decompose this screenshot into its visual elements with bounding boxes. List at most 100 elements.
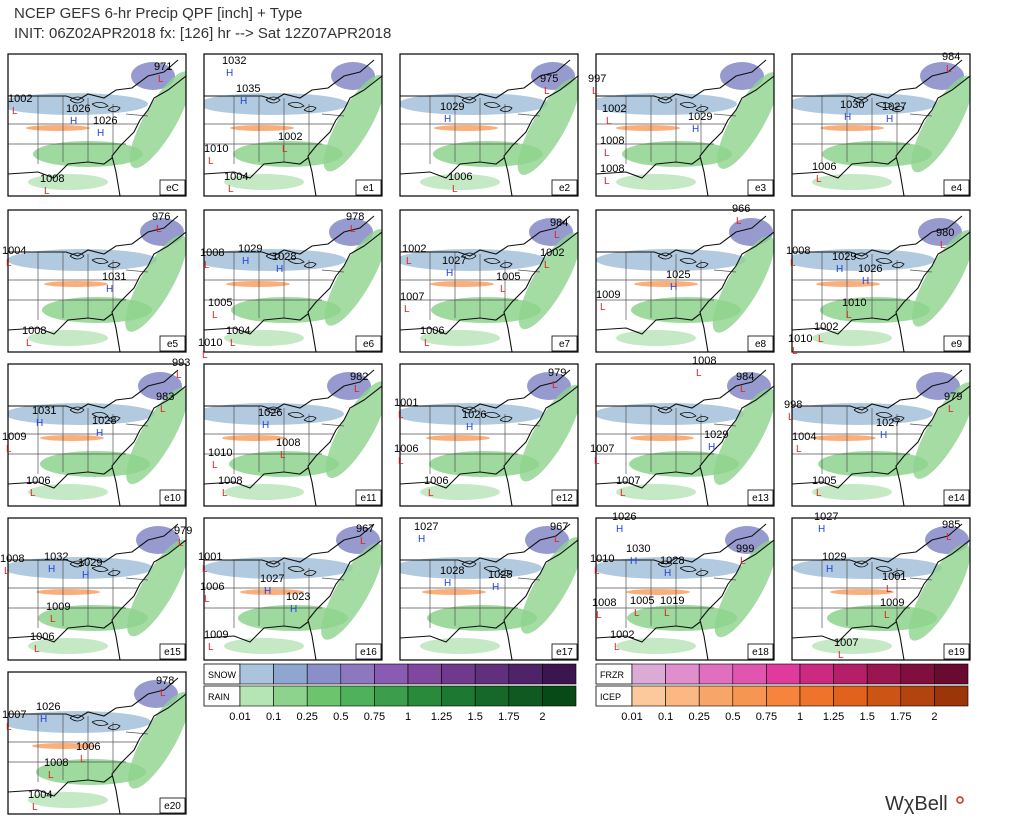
precip-rain [627, 605, 737, 631]
subtitle: INIT: 06Z02APR2018 fx: [126] hr --> Sat … [14, 25, 391, 42]
pressure-center: L [222, 488, 228, 499]
pressure-center: H [276, 264, 283, 275]
borders [400, 523, 578, 660]
precip-ice [240, 589, 304, 595]
pressure-value: 1010 [590, 553, 614, 565]
pressure-value: 1029 [440, 101, 464, 113]
lakes [265, 560, 317, 576]
pressure-center: L [360, 536, 366, 547]
pressure-center: H [664, 568, 671, 579]
pressure-value: 1005 [496, 271, 520, 283]
pressure-center: L [620, 488, 626, 499]
legend-tick: 1.5 [468, 711, 483, 723]
state-lines [596, 406, 737, 474]
pressure-center: L [44, 186, 50, 197]
pressure-center: L [208, 642, 214, 653]
map-frame [203, 363, 383, 507]
lakes [69, 560, 121, 576]
pressure-value: 975 [540, 73, 558, 85]
state-lines [204, 252, 345, 320]
pressure-center: H [886, 114, 893, 125]
precip-snow [596, 557, 742, 579]
map-frame [203, 209, 383, 353]
precip-rain [40, 451, 150, 477]
pressure-value: 1007 [590, 443, 614, 455]
precip-snow [792, 93, 937, 115]
precip-snow [596, 93, 737, 115]
pressure-center: L [696, 368, 702, 379]
legend-swatch [340, 663, 375, 685]
pressure-value: 1007 [400, 291, 424, 303]
map [596, 518, 774, 660]
precip-rain [224, 638, 304, 654]
member-label-box [355, 643, 382, 660]
precip-rain [622, 141, 732, 167]
pressure-value: 1026 [93, 115, 117, 127]
precip-rain [126, 387, 186, 485]
pressure-value: 1002 [278, 131, 302, 143]
legend-label: RAIN [208, 692, 230, 702]
pressure-value: 1029 [704, 429, 728, 441]
pressure-center: L [80, 754, 86, 765]
legend-swatch [374, 685, 409, 707]
state-lines [792, 560, 933, 628]
member-label: e1 [363, 183, 375, 194]
legend-label: ICEP [600, 692, 621, 702]
legend-swatch [239, 685, 274, 707]
title: NCEP GEFS 6-hr Precip QPF [inch] + Type [14, 5, 302, 22]
precip-rain [616, 638, 696, 654]
legend-swatch [407, 663, 442, 685]
pressure-value: 1006 [26, 475, 50, 487]
member-label: e19 [948, 647, 965, 658]
pressure-value: 1006 [200, 581, 224, 593]
pressure-center: H [670, 282, 677, 293]
borders [204, 369, 382, 506]
precip-rain [520, 537, 578, 634]
pressure-center: H [708, 442, 715, 453]
map [8, 672, 186, 814]
pressure-center: H [444, 114, 451, 125]
borders [400, 369, 578, 506]
member-label: e18 [752, 647, 769, 658]
pressure-center: L [282, 144, 288, 155]
precip-rain [224, 330, 304, 346]
precip-snow [400, 249, 546, 271]
state-lines [792, 406, 933, 474]
pressure-center: L [886, 584, 892, 595]
pressure-center: L [594, 566, 600, 577]
precip-rain [518, 232, 578, 330]
pressure-center: L [204, 594, 210, 605]
pressure-value: 1008 [22, 325, 46, 337]
pressure-value: 1008 [0, 553, 24, 565]
legend-swatch [866, 685, 902, 707]
precip-rain [616, 330, 696, 346]
pressure-value: 1019 [660, 595, 684, 607]
pressure-center: L [846, 310, 852, 321]
pressure-value: 1027 [442, 255, 466, 267]
borders [596, 59, 774, 196]
map [792, 210, 970, 352]
lakes [853, 96, 905, 112]
precip-rain [420, 638, 500, 654]
legend-swatch [273, 685, 308, 707]
precip-snow [204, 249, 346, 271]
pressure-center: L [6, 258, 12, 269]
pressure-value: 997 [588, 73, 606, 85]
precip-ice [222, 435, 286, 441]
map-frame [7, 209, 187, 353]
precip-rain [913, 382, 970, 479]
member-label-box [747, 643, 774, 660]
pressure-value: 1027 [882, 101, 906, 113]
pressure-value: 985 [942, 519, 960, 531]
map [8, 518, 186, 660]
pressure-value: 1002 [402, 243, 426, 255]
legend-swatch [441, 685, 476, 707]
map-frame [595, 363, 775, 507]
legend-swatch [273, 663, 308, 685]
precip-snow [792, 249, 935, 271]
